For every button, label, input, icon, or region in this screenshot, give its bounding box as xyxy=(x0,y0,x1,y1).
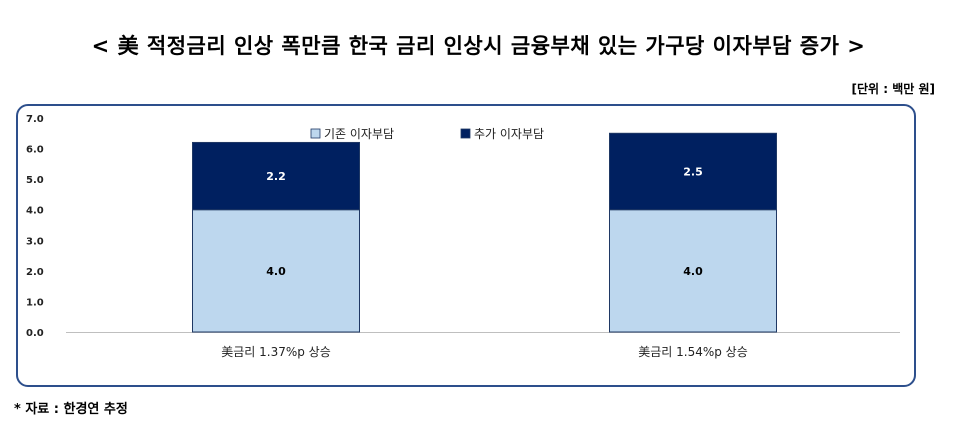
bar-data-label: 2.2 xyxy=(266,170,286,183)
legend-swatch xyxy=(310,128,321,139)
y-tick-label: 3.0 xyxy=(26,236,44,247)
chart-title: < 美 적정금리 인상 폭만큼 한국 금리 인상시 금융부채 있는 가구당 이자… xyxy=(91,34,866,58)
x-category-label: 美금리 1.54%p 상승 xyxy=(638,345,748,359)
bar-data-label: 4.0 xyxy=(266,265,286,278)
source-note: * 자료 : 한경연 추정 xyxy=(14,402,128,417)
y-tick-label: 5.0 xyxy=(26,175,44,186)
bar-segment xyxy=(609,132,777,211)
bar-segment xyxy=(192,141,360,211)
bar-segment xyxy=(192,209,360,333)
y-tick-label: 2.0 xyxy=(26,267,44,278)
y-tick-label: 6.0 xyxy=(26,145,44,156)
chart-frame xyxy=(16,104,916,387)
x-category-label: 美금리 1.37%p 상승 xyxy=(221,345,331,359)
bar-segment xyxy=(609,209,777,333)
y-tick-label: 4.0 xyxy=(26,206,44,217)
y-tick-label: 7.0 xyxy=(26,114,44,125)
bar-data-label: 4.0 xyxy=(683,265,703,278)
unit-label: [단위 : 백만 원] xyxy=(851,82,935,96)
legend-swatch xyxy=(460,128,471,139)
y-tick-label: 0.0 xyxy=(26,328,44,339)
legend-label: 기존 이자부담 xyxy=(324,127,394,141)
legend-label: 추가 이자부담 xyxy=(474,127,544,141)
y-tick-label: 1.0 xyxy=(26,297,44,308)
bar-data-label: 2.5 xyxy=(683,166,703,179)
